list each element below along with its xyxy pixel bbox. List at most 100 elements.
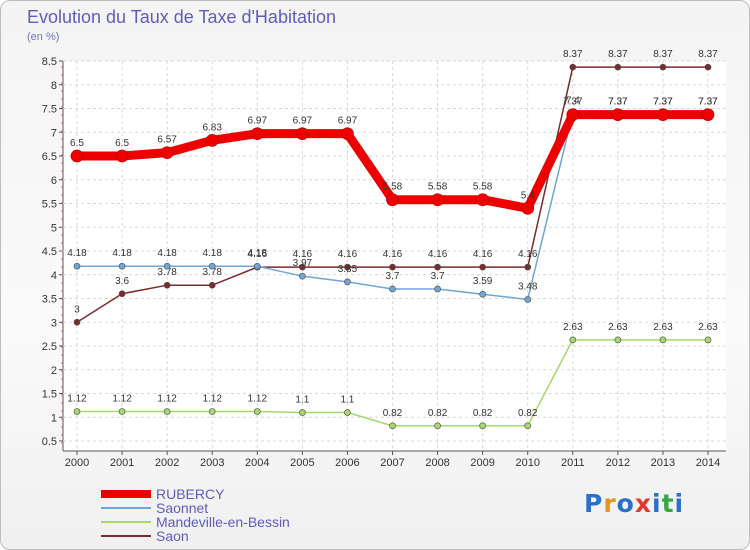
data-point (73, 318, 81, 326)
data-point (344, 278, 351, 286)
data-label: 3.78 (157, 267, 177, 278)
data-label: 5.4 (521, 190, 535, 201)
data-label: 3.78 (202, 267, 222, 278)
data-label: 6.5 (70, 138, 84, 149)
data-label: 7.37 (698, 97, 718, 108)
x-tick-label: 2011 (561, 457, 585, 469)
data-label: 7.37 (698, 97, 718, 108)
logo-letter: x (634, 489, 652, 518)
chart-title: Evolution du Taux de Taxe d'Habitation (27, 7, 336, 27)
data-point (115, 149, 129, 163)
data-label: 3.48 (518, 281, 538, 292)
data-point (296, 127, 309, 141)
data-point (389, 285, 396, 293)
x-tick-label: 2002 (155, 457, 179, 469)
data-point (476, 193, 489, 207)
data-label: 1.12 (112, 394, 132, 405)
data-point (208, 408, 216, 415)
y-tick-label: 7 (51, 127, 57, 139)
y-tick-label: 2.5 (42, 341, 57, 353)
proxiti-logo: Proxiti (584, 489, 684, 518)
data-point (479, 290, 486, 298)
data-label: 4.18 (202, 248, 222, 259)
y-tick-label: 8.5 (42, 56, 57, 68)
data-point (208, 281, 216, 289)
data-label: 6.97 (248, 116, 268, 127)
data-label: 4.16 (518, 249, 538, 260)
data-point (70, 149, 84, 163)
y-tick-label: 4 (51, 270, 57, 282)
data-label: 8.37 (563, 49, 583, 60)
data-label: 6.83 (202, 122, 222, 133)
data-point (208, 262, 216, 270)
legend-label: Saon (156, 528, 189, 544)
data-point (118, 408, 126, 415)
data-point (704, 336, 712, 344)
logo-letter: r (603, 489, 617, 518)
x-tick-label: 2004 (245, 457, 269, 469)
data-label: 1.1 (340, 395, 354, 406)
data-label: 4.16 (473, 249, 493, 260)
data-label: 7.37 (608, 97, 628, 108)
data-label: 0.82 (473, 408, 493, 419)
data-label: 4.16 (293, 249, 313, 260)
data-label: 0.82 (518, 408, 538, 419)
data-label: 2.63 (698, 322, 718, 333)
x-tick-label: 2000 (65, 457, 89, 469)
logo-letter: P (584, 489, 604, 518)
data-point (73, 408, 81, 415)
data-point (344, 263, 351, 271)
data-label: 0.82 (383, 408, 403, 419)
data-point (205, 133, 219, 147)
data-point (569, 63, 577, 71)
data-point (434, 263, 441, 271)
data-point (434, 285, 441, 293)
x-tick-label: 2012 (606, 457, 630, 469)
series-rubercy: 6.5 6.5 6.57 6.83 6.97 6.97 6.97 5.58 5.58 5.58 5.… (70, 97, 718, 215)
data-point (434, 422, 441, 430)
data-point (521, 201, 535, 215)
data-label: 3.85 (338, 264, 358, 275)
x-tick-label: 2010 (515, 457, 539, 469)
data-point (524, 296, 532, 303)
data-point (569, 336, 577, 344)
legend-label: Saonnet (156, 500, 208, 516)
x-tick-label: 2006 (335, 457, 359, 469)
y-tick-label: 7.5 (42, 104, 57, 116)
data-label: 8.37 (698, 49, 718, 60)
data-label: 1.12 (157, 394, 177, 405)
data-label: 4.18 (67, 248, 87, 259)
data-point (524, 422, 532, 430)
data-label: 2.63 (653, 322, 673, 333)
data-point (160, 146, 174, 160)
legend-label: Mandeville-en-Bessin (156, 514, 290, 530)
logo-letter: i (674, 489, 685, 518)
data-label: 0.82 (428, 408, 448, 419)
data-label: 5.58 (473, 182, 493, 193)
data-label: 5.58 (428, 182, 448, 193)
data-label: 4.16 (248, 249, 268, 260)
data-point (163, 408, 171, 415)
data-point (479, 422, 486, 430)
data-label: 7.37 (653, 97, 673, 108)
data-point (389, 263, 396, 271)
data-label: 3.6 (115, 276, 129, 287)
data-point (386, 193, 399, 207)
data-point (118, 262, 126, 270)
logo-letter: i (652, 489, 662, 518)
plot-area (63, 61, 726, 451)
data-point (611, 108, 625, 122)
logo-letter: t (661, 489, 675, 518)
data-label: 4.18 (157, 248, 177, 259)
x-tick-label: 2014 (696, 457, 720, 469)
data-label: 7.37 (653, 97, 673, 108)
y-tick-label: 5 (51, 222, 57, 234)
data-label: 3.7 (431, 271, 445, 282)
data-point (250, 127, 264, 141)
data-label: 7.37 (563, 97, 583, 108)
data-label: 4.16 (338, 249, 358, 260)
y-tick-label: 0.5 (42, 436, 57, 448)
data-point (389, 422, 396, 430)
logo-letter: o (616, 489, 635, 518)
